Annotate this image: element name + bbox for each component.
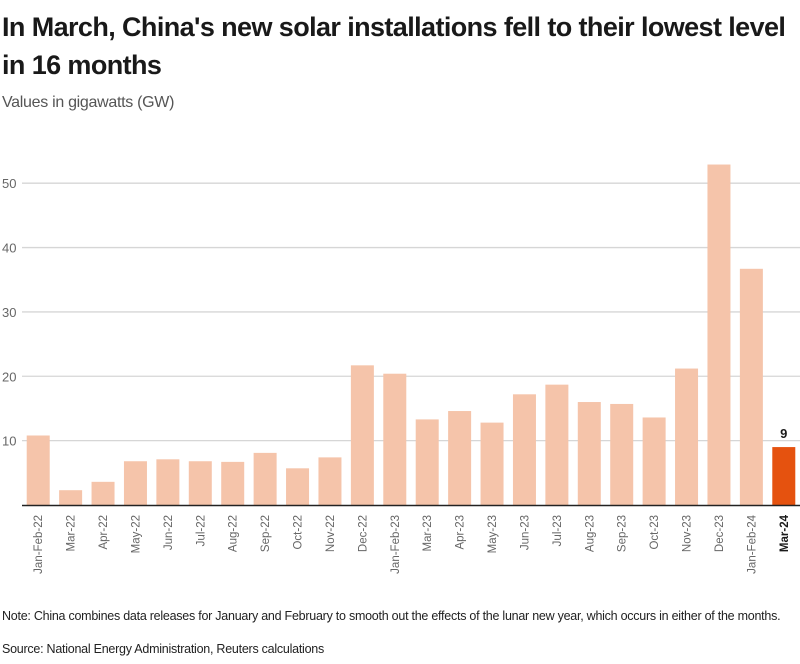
- x-tick-label: Jun-23: [519, 515, 531, 550]
- bar-sep-23: [610, 403, 634, 505]
- x-tick-label: Sep-22: [260, 515, 272, 552]
- x-tick-label: Mar-23: [422, 515, 434, 551]
- bar-jul-22: [188, 461, 212, 505]
- x-tick-label: Mar-24: [779, 514, 791, 552]
- x-tick-label: Jun-22: [163, 515, 175, 550]
- bar-oct-23: [642, 417, 666, 505]
- x-tick-label: May-23: [487, 515, 499, 553]
- gridlines: [22, 182, 800, 442]
- y-tick-label: 40: [2, 241, 16, 256]
- x-tick-label: Jan-Feb-23: [390, 515, 402, 574]
- bar-may-22: [123, 461, 147, 505]
- x-axis-labels: Jan-Feb-22 Mar-22 Apr-22 May-22 Jun-22 Jul-22…: [33, 514, 791, 573]
- bar-dec-22: [350, 365, 374, 505]
- x-tick-label: Aug-23: [584, 515, 596, 552]
- bar-oct-22: [286, 468, 310, 505]
- chart-title: In March, China's new solar installation…: [2, 12, 786, 80]
- bar-apr-22: [91, 481, 115, 505]
- y-tick-label: 30: [2, 305, 16, 320]
- chart-subtitle: Values in gigawatts (GW): [2, 94, 175, 111]
- x-tick-label: Apr-22: [98, 515, 110, 550]
- bar-nov-23: [675, 368, 699, 505]
- bar-apr-23: [448, 411, 472, 505]
- bar-mar-23: [415, 419, 439, 505]
- x-tick-label: Sep-23: [617, 515, 629, 552]
- x-tick-label: May-22: [130, 515, 142, 553]
- x-tick-label: Oct-23: [649, 515, 661, 550]
- data-label: 9: [780, 426, 787, 441]
- x-tick-label: Nov-22: [325, 515, 337, 552]
- chart-source: Source: National Energy Administration, …: [2, 642, 324, 656]
- bar-sep-22: [253, 452, 277, 505]
- bar-chart: Jan-Feb-22 Mar-22 Apr-22 May-22 Jun-22 Jul-22…: [2, 164, 800, 574]
- x-tick-label: Jul-23: [552, 515, 564, 546]
- x-tick-label: Apr-23: [455, 515, 467, 550]
- bar-aug-23: [577, 402, 601, 505]
- data-labels: 9: [780, 426, 787, 441]
- bar-jan-feb-24: [739, 268, 763, 505]
- bar-jan-feb-23: [383, 373, 407, 505]
- x-tick-label: Oct-22: [293, 515, 305, 550]
- y-tick-label: 10: [2, 434, 16, 449]
- bar-jun-22: [156, 459, 180, 505]
- bar-nov-22: [318, 457, 342, 505]
- bar-mar-22: [59, 490, 83, 505]
- x-tick-label: Nov-23: [682, 515, 694, 552]
- bars: [26, 164, 796, 506]
- bar-mar-24: [772, 447, 796, 505]
- bar-jun-23: [512, 394, 536, 505]
- y-axis-labels: 10 20 30 40 50: [2, 176, 16, 448]
- x-tick-label: Jan-Feb-22: [33, 515, 45, 574]
- x-tick-label: Aug-22: [228, 515, 240, 552]
- bar-dec-23: [707, 164, 731, 506]
- bar-jan-feb-22: [26, 435, 50, 505]
- x-tick-label: Mar-22: [66, 515, 78, 551]
- x-tick-label: Dec-23: [714, 515, 726, 552]
- x-tick-label: Jul-22: [195, 515, 207, 546]
- bar-jul-23: [545, 384, 569, 505]
- y-tick-label: 50: [2, 176, 16, 191]
- x-tick-label: Dec-22: [357, 515, 369, 552]
- bar-may-23: [480, 422, 504, 505]
- chart-note: Note: China combines data releases for J…: [2, 609, 781, 623]
- bar-aug-22: [221, 461, 245, 505]
- x-tick-label: Jan-Feb-24: [746, 514, 758, 573]
- y-tick-label: 20: [2, 369, 16, 384]
